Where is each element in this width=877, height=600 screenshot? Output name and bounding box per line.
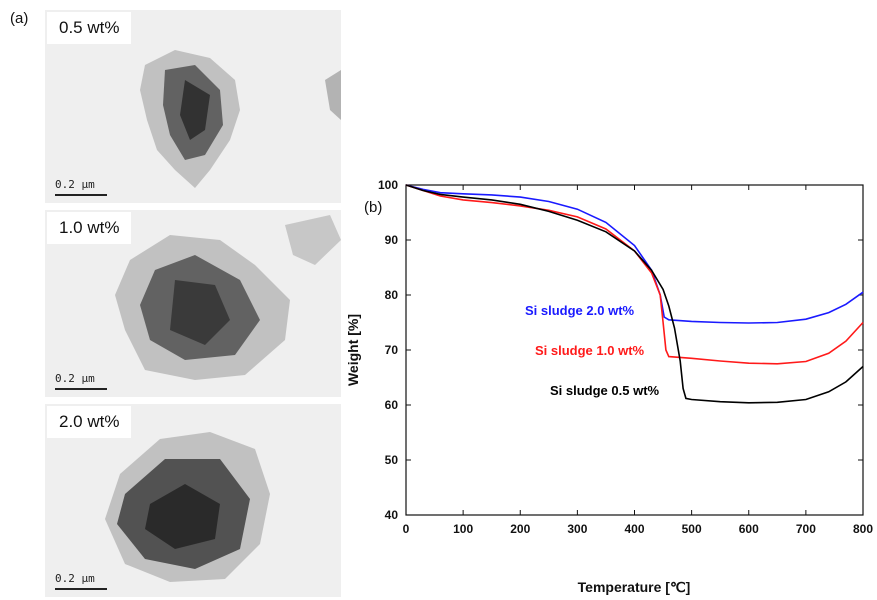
scale-bar [55,388,107,390]
x-tick-label: 0 [403,522,410,536]
tem-image-panel-1: 0.5 wt% 0.2 μm [45,10,341,203]
graphene-flake-image [115,215,341,380]
panel-1-label: 0.5 wt% [47,12,132,44]
x-tick-label: 200 [510,522,530,536]
y-axis-title: Weight [%] [345,314,361,386]
tem-image-panel-2: 1.0 wt% 0.2 μm [45,210,341,397]
y-tick-label: 80 [385,288,399,302]
scale-bar-label: 0.2 μm [55,178,95,191]
series-line [405,184,864,324]
x-tick-label: 500 [682,522,702,536]
y-tick-label: 90 [385,233,399,247]
y-tick-label: 50 [385,453,399,467]
x-tick-label: 700 [796,522,816,536]
y-tick-label: 40 [385,508,399,522]
series-line [405,184,864,404]
series-label: Si sludge 2.0 wt% [525,303,635,318]
series-label: Si sludge 1.0 wt% [535,343,645,358]
scale-bar-label: 0.2 μm [55,372,95,385]
graphene-flake-image [105,432,270,582]
series-label: Si sludge 0.5 wt% [550,383,660,398]
scale-bar [55,588,107,590]
panel-b-label: (b) [364,199,382,216]
plot-area: 0 100 200 300 400 500 600 700 800 40 50 60 70 80 90 100… [378,178,873,536]
x-tick-label: 100 [453,522,473,536]
x-tick-label: 800 [853,522,873,536]
x-tick-label: 300 [567,522,587,536]
tem-image-panel-3: 2.0 wt% 0.2 μm [45,404,341,597]
x-tick-label: 400 [624,522,644,536]
scale-bar-label: 0.2 μm [55,572,95,585]
panel-3-label: 2.0 wt% [47,406,132,438]
tga-line-chart: (b) 0 100 200 300 400 500 600 700 800 40 50 60 70 80 9… [345,178,873,595]
panel-2-label: 1.0 wt% [47,212,132,244]
y-tick-label: 100 [378,178,398,192]
graphene-flake-image [140,50,341,188]
scale-bar [55,194,107,196]
panel-a-label: (a) [10,10,29,27]
y-tick-label: 60 [385,398,399,412]
x-axis-title: Temperature [℃] [578,579,691,595]
x-tick-label: 600 [739,522,759,536]
y-tick-label: 70 [385,343,399,357]
series-line [405,184,864,365]
